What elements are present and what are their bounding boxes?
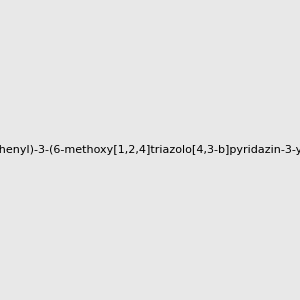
Text: N-(2-methoxyphenyl)-3-(6-methoxy[1,2,4]triazolo[4,3-b]pyridazin-3-yl)propanamide: N-(2-methoxyphenyl)-3-(6-methoxy[1,2,4]t…	[0, 145, 300, 155]
